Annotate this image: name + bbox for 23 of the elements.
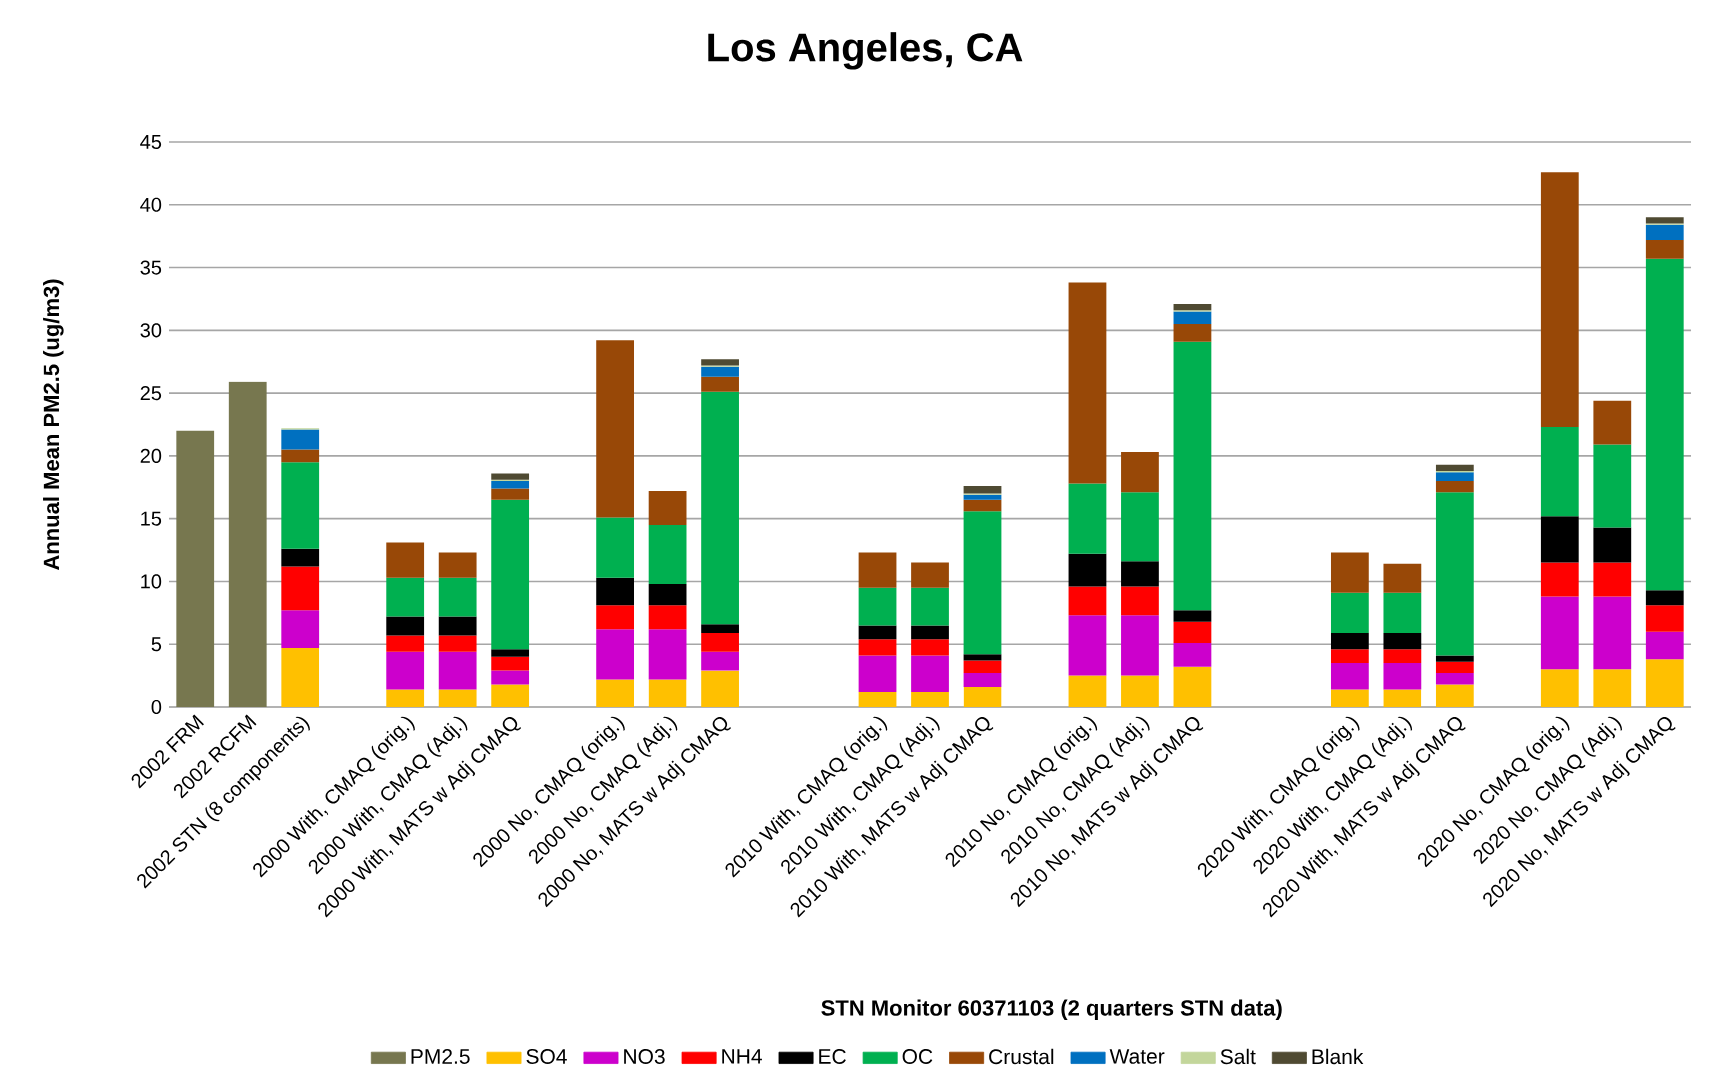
y-tick-label: 15 [141, 511, 162, 526]
y-tick-label: 45 [140, 135, 162, 149]
x-axis-title: STN Monitor 60371103 (2 quarters STN data) [821, 999, 1282, 1021]
y-tick-label: 40 [140, 197, 162, 212]
y-tick-label: 20 [140, 448, 162, 463]
legend-label: Salt [1220, 1048, 1256, 1065]
legend-label: SO4 [526, 1049, 567, 1064]
y-axis-title: Annual Mean PM2.5 (ug/m3) [43, 279, 64, 571]
legend-label: NH4 [722, 1049, 762, 1064]
legend-label: EC [819, 1049, 846, 1064]
y-tick-label: 5 [151, 637, 162, 652]
y-tick-label: 0 [151, 699, 162, 715]
y-tick-label: 25 [140, 386, 162, 401]
legend-label: PM2.5 [411, 1049, 470, 1064]
chart-title: Los Angeles, CA [708, 32, 1023, 70]
y-tick-label: 30 [140, 323, 162, 338]
legend-label: Blank [1312, 1048, 1364, 1065]
legend-label: NO3 [624, 1049, 665, 1064]
legend-label: Water [1109, 1049, 1165, 1064]
legend-label: Crustal [989, 1048, 1054, 1065]
y-tick-label: 35 [140, 260, 162, 275]
legend-label: OC [902, 1049, 933, 1064]
y-tick-label: 10 [141, 574, 162, 589]
